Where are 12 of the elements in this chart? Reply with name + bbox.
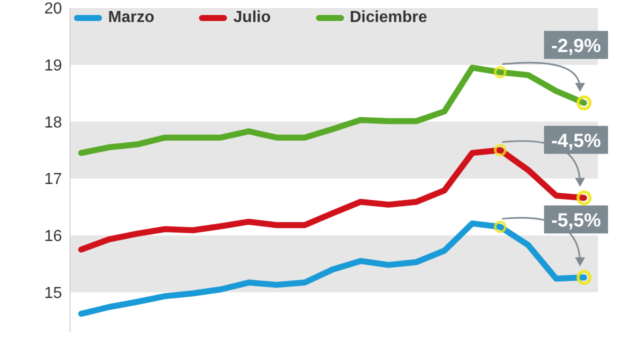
y-tick-label: 15 bbox=[44, 284, 62, 302]
legend-label: Julio bbox=[233, 9, 271, 27]
annotation: -5,5% bbox=[551, 210, 601, 232]
y-tick-label: 18 bbox=[44, 114, 62, 132]
y-tick-label: 20 bbox=[44, 0, 62, 18]
y-tick-label: 19 bbox=[44, 58, 62, 75]
y-tick-label: 17 bbox=[44, 171, 62, 188]
legend-label: Marzo bbox=[108, 9, 154, 27]
annotation: -4,5% bbox=[551, 130, 601, 152]
legend-label: Diciembre bbox=[350, 9, 428, 27]
annotation: -2,9% bbox=[551, 36, 601, 57]
y-tick-label: 16 bbox=[44, 228, 62, 246]
